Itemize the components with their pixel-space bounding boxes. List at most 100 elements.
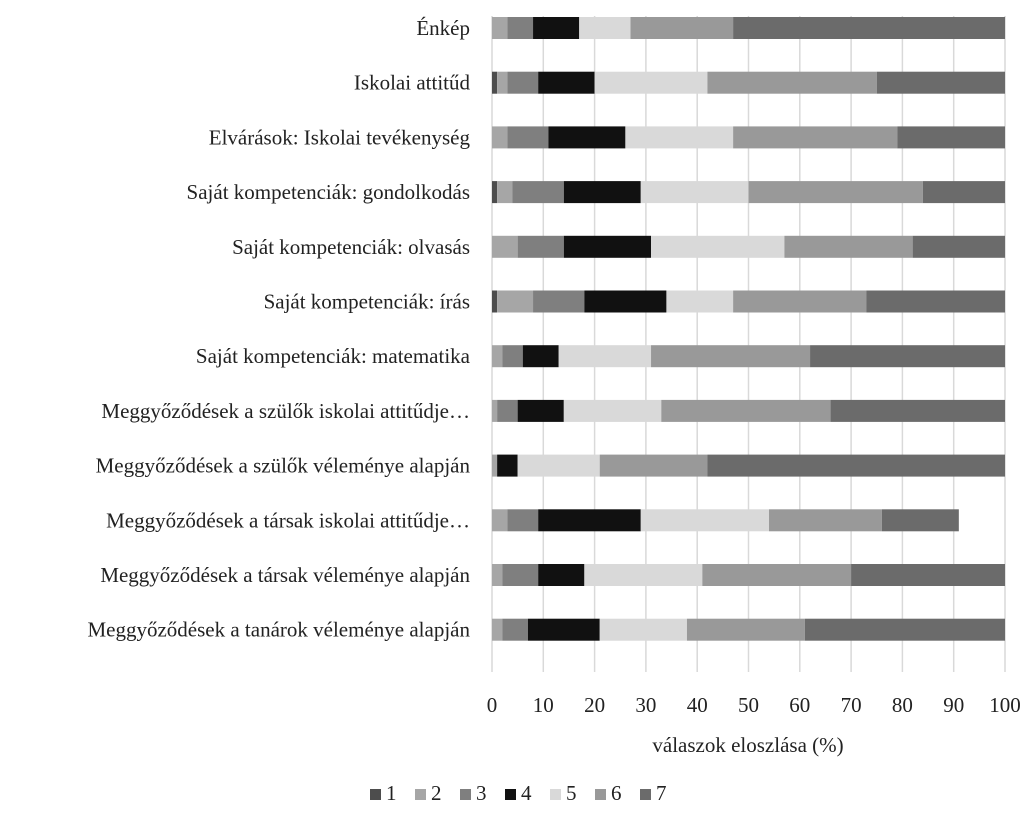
bar-segment bbox=[702, 564, 852, 586]
bar-segment bbox=[707, 71, 877, 94]
x-tick-label: 40 bbox=[687, 693, 708, 717]
bar-segment bbox=[599, 618, 687, 641]
x-tick-label: 60 bbox=[789, 693, 810, 717]
x-tick-label: 20 bbox=[584, 693, 605, 717]
bar-segment bbox=[804, 618, 1005, 641]
bar-segment bbox=[630, 17, 734, 39]
bar-segment bbox=[640, 181, 749, 204]
category-label: Saját kompetenciák: olvasás bbox=[232, 235, 470, 259]
bar-segment bbox=[492, 564, 503, 586]
bar-segment bbox=[733, 290, 867, 313]
bar-segment bbox=[527, 618, 600, 641]
bar-segment bbox=[497, 454, 518, 477]
bar-segment bbox=[563, 181, 641, 204]
x-axis-title: válaszok eloszlása (%) bbox=[652, 733, 843, 757]
x-tick-label: 30 bbox=[635, 693, 656, 717]
legend-label: 1 bbox=[386, 781, 397, 805]
x-tick-label: 0 bbox=[487, 693, 498, 717]
legend-swatch bbox=[595, 789, 606, 800]
category-label: Saját kompetenciák: gondolkodás bbox=[187, 180, 470, 204]
bar-segment bbox=[502, 618, 528, 641]
bar-segment bbox=[502, 564, 539, 586]
bar-segment bbox=[507, 509, 539, 532]
legend-label: 4 bbox=[521, 781, 532, 805]
bar-segment bbox=[497, 290, 534, 313]
category-label: Énkép bbox=[416, 16, 470, 40]
bar-segment bbox=[558, 345, 652, 368]
bar-segment bbox=[492, 71, 498, 94]
bar-segment bbox=[661, 399, 831, 422]
bar-segment bbox=[563, 399, 662, 422]
bar-segment bbox=[625, 126, 734, 149]
bar-segment bbox=[517, 399, 564, 422]
x-tick-label: 50 bbox=[738, 693, 759, 717]
category-labels: Énkép Iskolai attitűd Elvárások: Iskolai t… bbox=[87, 16, 470, 642]
bar-segment bbox=[522, 345, 559, 368]
bar-segment bbox=[497, 71, 508, 94]
legend-swatch bbox=[505, 789, 516, 800]
bar-segment bbox=[492, 235, 518, 258]
x-tick-label: 100 bbox=[989, 693, 1021, 717]
bar-segment bbox=[876, 71, 1005, 94]
gridlines bbox=[491, 16, 1006, 672]
bar-segment bbox=[594, 71, 708, 94]
x-tick-label: 80 bbox=[892, 693, 913, 717]
legend-label: 7 bbox=[656, 781, 667, 805]
bar-segment bbox=[492, 509, 508, 532]
category-label: Saját kompetenciák: írás bbox=[264, 290, 470, 314]
bar-segment bbox=[769, 509, 882, 532]
bar-segment bbox=[579, 17, 631, 39]
bar-segment bbox=[881, 509, 959, 532]
bar-segment bbox=[497, 399, 518, 422]
bar-segment bbox=[538, 509, 641, 532]
bar-segment bbox=[492, 454, 498, 477]
bar-segment bbox=[733, 126, 898, 149]
bar-segment bbox=[507, 126, 549, 149]
bar-segment bbox=[851, 564, 1005, 586]
legend-swatch bbox=[460, 789, 471, 800]
legend-swatch bbox=[415, 789, 426, 800]
bar-segment bbox=[507, 17, 534, 39]
bar-segment bbox=[492, 618, 503, 641]
bars bbox=[492, 17, 1005, 641]
bar-segment bbox=[492, 345, 503, 368]
bar-segment bbox=[584, 564, 703, 586]
bar-segment bbox=[507, 71, 539, 94]
bar-segment bbox=[497, 181, 513, 204]
category-label: Meggyőződések a szülők iskolai attitűdje… bbox=[101, 399, 470, 423]
bar-segment bbox=[502, 345, 523, 368]
bar-segment bbox=[533, 290, 585, 313]
bar-segment bbox=[784, 235, 913, 258]
legend: 1 2 3 4 5 6 7 bbox=[370, 781, 667, 805]
bar-segment bbox=[492, 399, 498, 422]
x-tick-label: 70 bbox=[841, 693, 862, 717]
category-label: Meggyőződések a társak véleménye alapján bbox=[100, 563, 470, 587]
bar-segment bbox=[492, 126, 508, 149]
x-tick-label: 10 bbox=[533, 693, 554, 717]
bar-segment bbox=[922, 181, 1005, 204]
bar-segment bbox=[563, 235, 652, 258]
bar-segment bbox=[533, 17, 580, 39]
bar-segment bbox=[733, 17, 1005, 39]
bar-segment bbox=[599, 454, 708, 477]
bar-segment bbox=[640, 509, 770, 532]
bar-segment bbox=[512, 181, 564, 204]
bar-segment bbox=[830, 399, 1005, 422]
x-tick-labels: 0 10 20 30 40 50 60 70 80 90 100 bbox=[487, 693, 1021, 717]
legend-swatch bbox=[370, 789, 381, 800]
bar-segment bbox=[492, 290, 498, 313]
bar-segment bbox=[492, 181, 498, 204]
bar-segment bbox=[897, 126, 1005, 149]
bar-segment bbox=[707, 454, 1005, 477]
legend-label: 3 bbox=[476, 781, 487, 805]
bar-segment bbox=[651, 345, 811, 368]
bar-segment bbox=[492, 17, 508, 39]
legend-label: 2 bbox=[431, 781, 442, 805]
bar-segment bbox=[810, 345, 1005, 368]
legend-label: 6 bbox=[611, 781, 622, 805]
bar-segment bbox=[517, 235, 564, 258]
x-tick-label: 90 bbox=[943, 693, 964, 717]
bar-segment bbox=[584, 290, 667, 313]
bar-segment bbox=[538, 71, 595, 94]
